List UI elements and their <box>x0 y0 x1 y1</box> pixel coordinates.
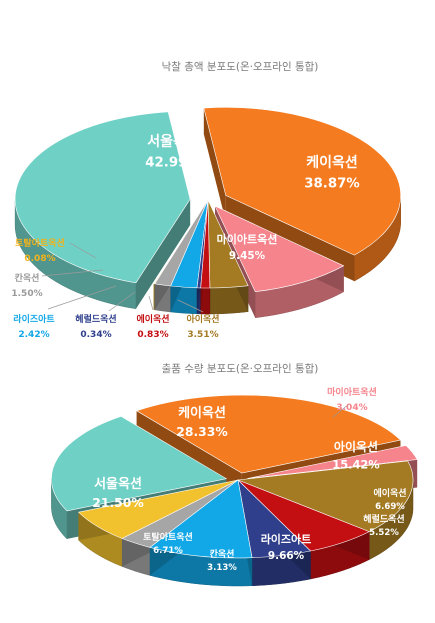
slice-value-label: 3.13% <box>207 563 237 573</box>
slice-name-label: 마이아트옥션 <box>217 232 278 246</box>
pie-slice-서울옥션 <box>14 111 191 310</box>
slice-name-label: 라이즈아트 <box>13 313 55 325</box>
slice-name-label: 케이옥션 <box>306 154 358 171</box>
slice-name-label: 에이옥션 <box>136 313 169 325</box>
slice-value-label: 3.04% <box>336 403 367 413</box>
pie-chart-1: 낙찰 총액 분포도(온·오프라인 통합) 서울옥션 42.99% 케이옥션 38.87%… <box>11 61 402 340</box>
slice-value-label: 15.42% <box>332 457 380 471</box>
slice-value-label: 0.83% <box>137 330 168 340</box>
pie-slice-에이옥션 <box>200 199 211 315</box>
slice-name-label: 케이옥션 <box>178 405 226 421</box>
slice-name-label: 라이즈아트 <box>261 532 312 546</box>
slice-value-label: 21.50% <box>92 496 143 510</box>
leader-line <box>108 291 136 312</box>
slice-value-label: 6.69% <box>375 502 405 512</box>
slice-value-label: 28.33% <box>176 425 227 439</box>
slice-value-label: 9.66% <box>268 550 305 562</box>
slice-name-label: 마이아트옥션 <box>327 386 377 398</box>
leader-line <box>69 242 97 259</box>
slice-name-label: 헤럴드옥션 <box>363 513 404 525</box>
leader-line <box>177 299 204 313</box>
slice-value-label: 5.52% <box>369 528 399 538</box>
slice-name-label: 아이옥션 <box>334 439 378 454</box>
slice-name-label: 칸옥션 <box>15 272 40 284</box>
slice-name-label: 칸옥션 <box>210 548 235 560</box>
leader-line <box>47 285 117 310</box>
pie-slice-헤럴드옥션 <box>237 479 312 586</box>
slice-name-label: 아이옥션 <box>186 313 219 325</box>
slice-value-label: 38.87% <box>304 176 359 191</box>
slice-name-label: 서울옥션 <box>94 476 142 492</box>
pie-chart-2: 출품 수량 분포도(온·오프라인 통합) 케이옥션 28.33% 마이아트옥션 3.04… <box>51 363 418 587</box>
leader-line <box>148 295 154 311</box>
pie-slice-마이아트옥션 <box>214 205 345 318</box>
chart-title: 낙찰 총액 분포도(온·오프라인 통합) <box>162 61 319 73</box>
slice-name-label: 토탈아트옥션 <box>143 531 193 543</box>
slice-value-label: 6.71% <box>153 546 183 556</box>
slice-value-label: 3.51% <box>187 330 218 340</box>
leader-line <box>332 403 350 418</box>
slice-value-label: 0.08% <box>24 254 55 264</box>
slice-name-label: 에이옥션 <box>373 487 406 499</box>
slice-value-label: 2.42% <box>18 330 49 340</box>
slice-value-label: 0.34% <box>80 330 111 340</box>
slice-name-label: 헤럴드옥션 <box>75 313 116 325</box>
slice-name-label: 토탈아트옥션 <box>15 237 65 249</box>
slice-value-label: 1.50% <box>11 289 42 299</box>
leader-line <box>41 269 104 277</box>
slice-value-label: 42.99% <box>145 155 200 170</box>
chart-title: 출품 수량 분포도(온·오프라인 통합) <box>162 363 319 375</box>
slice-value-label: 9.45% <box>229 250 266 262</box>
slice-name-label: 서울옥션 <box>147 133 199 150</box>
pie-slice-아이옥션 <box>207 199 249 315</box>
pie-slice-라이즈아트 <box>149 479 253 587</box>
